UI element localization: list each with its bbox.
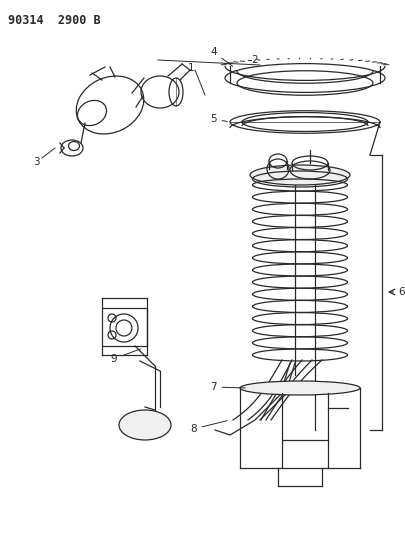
Text: 5: 5: [210, 114, 227, 124]
Ellipse shape: [240, 381, 360, 395]
Text: 7: 7: [210, 382, 245, 392]
Ellipse shape: [250, 165, 350, 185]
Text: 4: 4: [210, 47, 233, 66]
Ellipse shape: [119, 410, 171, 440]
Text: 3: 3: [33, 157, 39, 167]
Text: 6: 6: [399, 287, 405, 297]
Text: 1: 1: [188, 63, 194, 73]
Text: 90314  2900 B: 90314 2900 B: [8, 14, 100, 27]
Text: 9: 9: [110, 349, 141, 364]
Text: 2: 2: [252, 55, 258, 65]
Text: 8: 8: [190, 421, 227, 434]
Bar: [102, 308, 147, 346]
